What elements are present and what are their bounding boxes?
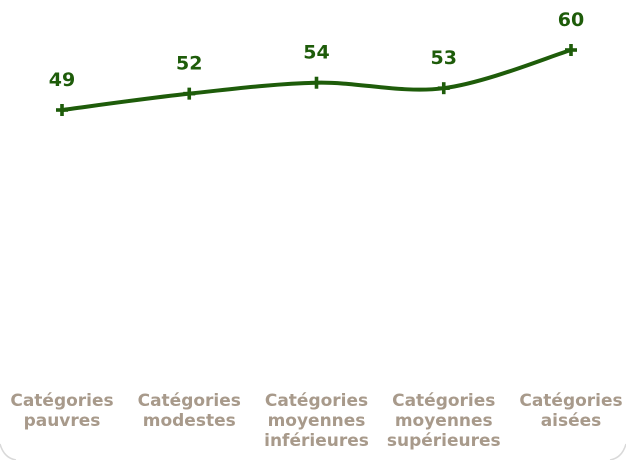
data-label: 49 — [49, 69, 75, 91]
data-label: 60 — [558, 9, 584, 31]
data-label: 53 — [431, 47, 457, 69]
category-tick-label: Catégories moyennes supérieures — [387, 391, 501, 451]
data-point-marker — [437, 82, 450, 95]
frame-corner-right — [609, 443, 626, 460]
category-label-group: Catégories pauvres Catégories modestes Catég… — [10, 391, 622, 451]
category-tick-label: Catégories pauvres — [10, 391, 113, 431]
category-tick-label: Catégories moyennes inférieures — [264, 391, 369, 451]
data-point-marker — [565, 44, 577, 56]
data-label-group: 49 52 54 53 60 — [49, 9, 584, 91]
data-label: 52 — [176, 53, 202, 75]
point-marker-group — [56, 44, 577, 116]
data-point-marker — [183, 87, 196, 100]
category-tick-label: Catégories modestes — [138, 391, 241, 431]
category-tick-label: Catégories aisées — [519, 391, 622, 431]
frame-corner-left — [0, 443, 17, 460]
data-point-marker — [56, 104, 68, 116]
data-point-marker — [310, 76, 323, 89]
data-label: 54 — [303, 42, 329, 64]
